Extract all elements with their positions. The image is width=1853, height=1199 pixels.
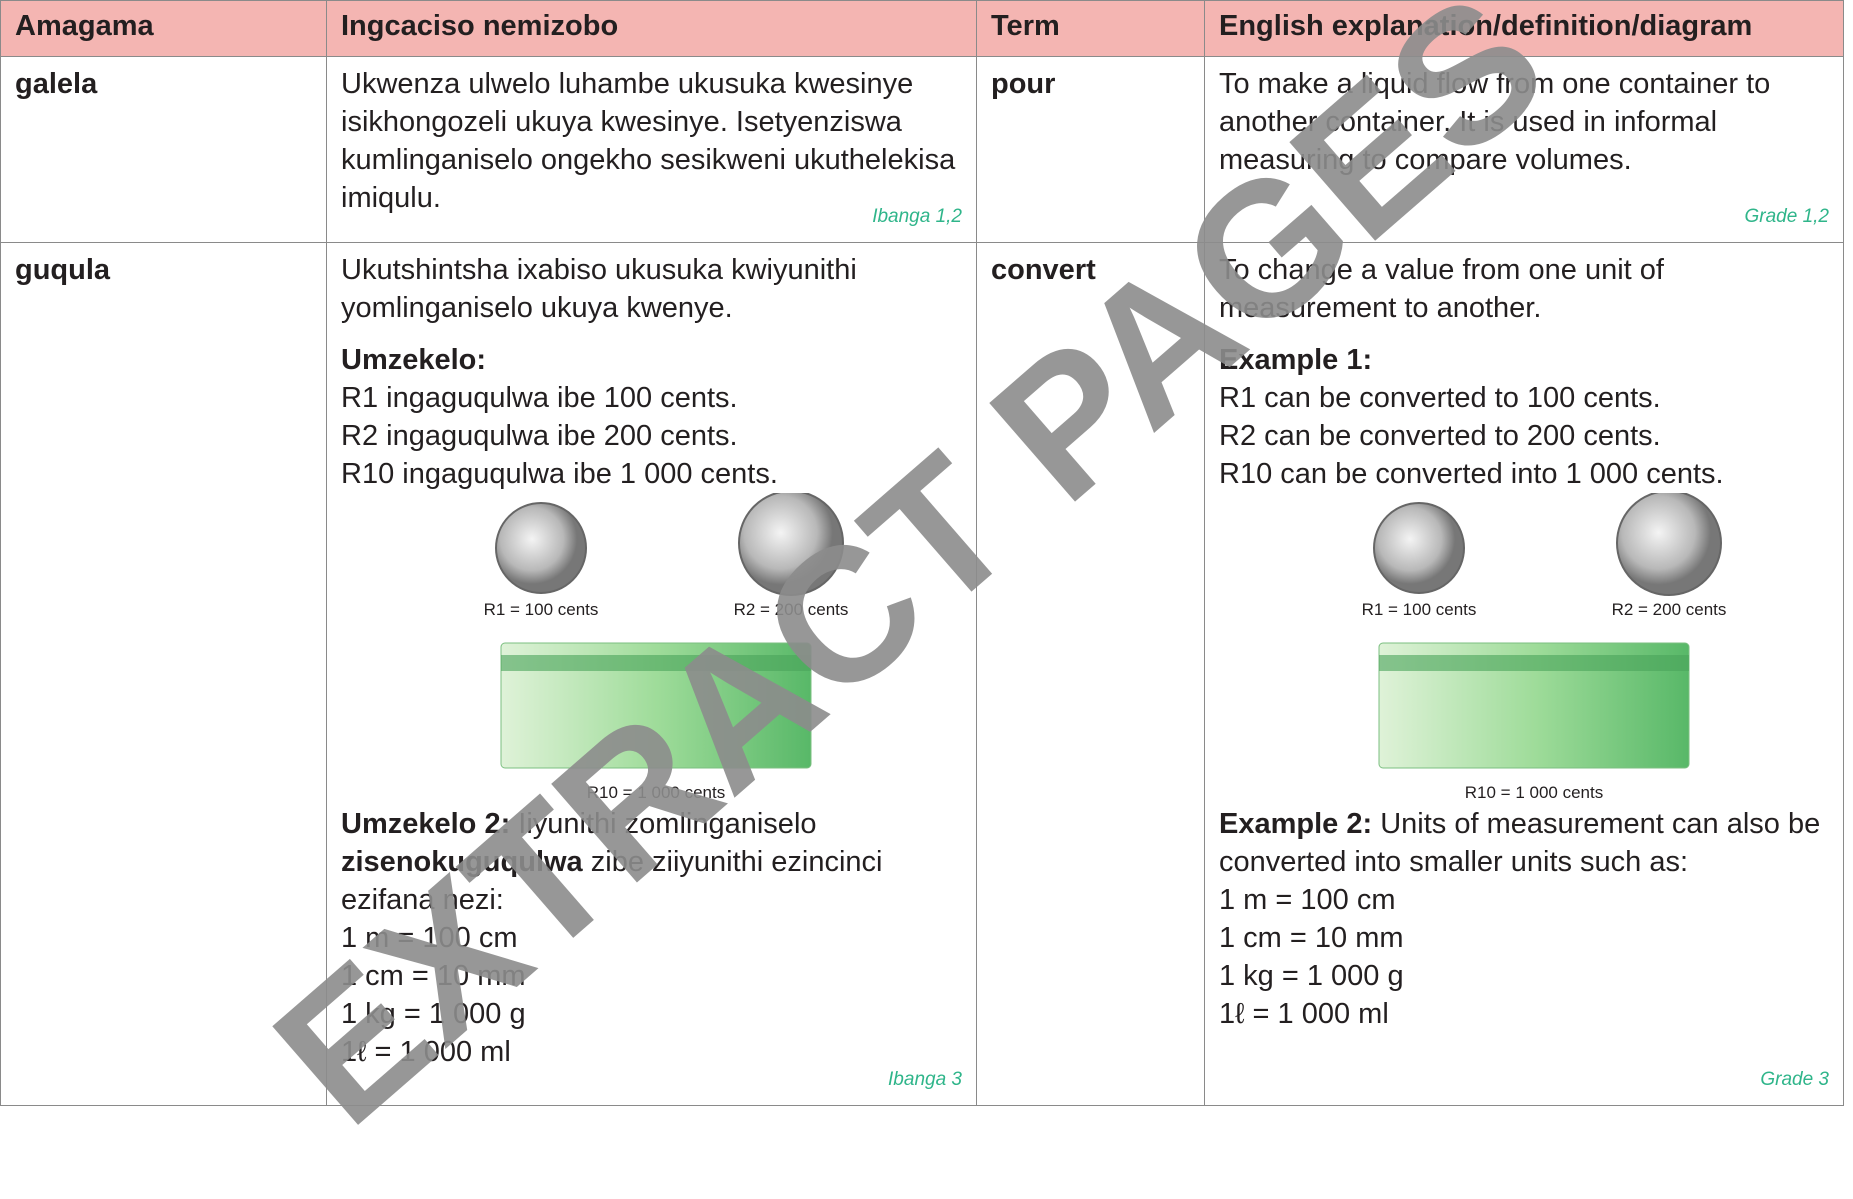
example-heading: Example 1: (1219, 344, 1373, 376)
grade: Ibanga 1,2 (872, 206, 962, 227)
unit-line: 1 m = 100 cm (1219, 884, 1396, 916)
example-line: R2 can be converted to 200 cents. (1219, 420, 1661, 452)
term: pour (976, 56, 1205, 243)
caption: R1 = 100 cents (1362, 600, 1477, 619)
definition: Ukwenza ulwelo luhambe ukusuka kwesinye … (341, 68, 956, 214)
banknote (1378, 642, 1690, 769)
unit-line: 1 kg = 1 000 g (1219, 960, 1404, 992)
example2: Example 2: Units of measurement can also… (1219, 805, 1829, 881)
xhosa-term: guqula (0, 242, 327, 1106)
banknote-band (1379, 655, 1689, 671)
unit-line: 1ℓ = 1 000 ml (1219, 998, 1389, 1030)
header-cell: Ingcaciso nemizobo (326, 0, 977, 57)
unit-line: 1ℓ = 1 000 ml (341, 1036, 511, 1068)
row: galela Ukwenza ulwelo luhambe ukusuka kw… (0, 56, 1844, 243)
header-cell: English explanation/definition/diagram (1204, 0, 1844, 57)
xhosa-cell: Ukutshintsha ixabiso ukusuka kwiyunithi … (326, 242, 977, 1106)
header-row: Amagama Ingcaciso nemizobo Term English … (0, 0, 1844, 57)
gap (1219, 327, 1829, 341)
example-line: R10 ingaguqulwa ibe 1 000 cents. (341, 458, 778, 490)
caption: R10 = 1 000 cents (1465, 783, 1603, 802)
english-cell: To make a liquid flow from one container… (1204, 56, 1844, 243)
gap (341, 327, 962, 341)
example-heading: Umzekelo 2: (341, 808, 511, 840)
grade: Grade 1,2 (1744, 206, 1830, 227)
banknote-band (501, 655, 811, 671)
header-cell: Term (976, 0, 1205, 57)
money-illustration: R1 = 100 cents R2 = 200 cents R10 = 1 000 … (1362, 493, 1727, 802)
xhosa-cell: Ukwenza ulwelo luhambe ukusuka kwesinye … (326, 56, 977, 243)
example-heading: Umzekelo: (341, 344, 487, 376)
definition: To make a liquid flow from one container… (1219, 68, 1771, 176)
caption: R2 = 200 cents (1612, 600, 1727, 619)
example2: Umzekelo 2: Iiyunithi zomlinganiselo zis… (341, 805, 962, 919)
grade: Grade 3 (1760, 1069, 1829, 1090)
unit-line: 1 cm = 10 mm (1219, 922, 1404, 954)
unit-line: 1 m = 100 cm (341, 922, 518, 954)
example-heading: Example 2: (1219, 808, 1373, 840)
coin (1616, 493, 1722, 596)
row: guqula Ukutshintsha ixabiso ukusuka kwiy… (0, 242, 1844, 1106)
example-line: R2 ingaguqulwa ibe 200 cents. (341, 420, 738, 452)
glossary-table: Amagama Ingcaciso nemizobo Term English … (0, 0, 1844, 1106)
example-text: Iiyunithi zomlinganiselo (518, 808, 817, 840)
coin (738, 493, 844, 596)
example-text: zisenokuguqulwa (341, 846, 583, 878)
example-text: Units of measurement can also be convert… (1219, 808, 1821, 878)
coin (1373, 502, 1465, 594)
caption: R2 = 200 cents (734, 600, 849, 619)
example-text: zibe ziiyunithi ezincinci ezifana nezi: (341, 846, 883, 916)
definition: To change a value from one unit of measu… (1219, 254, 1664, 324)
term: convert (976, 242, 1205, 1106)
unit-line: 1 kg = 1 000 g (341, 998, 526, 1030)
xhosa-term: galela (0, 56, 327, 243)
example-line: R1 ingaguqulwa ibe 100 cents. (341, 382, 738, 414)
english-cell: To change a value from one unit of measu… (1204, 242, 1844, 1106)
caption: R1 = 100 cents (484, 600, 599, 619)
unit-line: 1 cm = 10 mm (341, 960, 526, 992)
caption: R10 = 1 000 cents (587, 783, 725, 802)
definition: Ukutshintsha ixabiso ukusuka kwiyunithi … (341, 254, 857, 324)
money-illustration: R1 = 100 cents R2 = 200 cents R10 = 1 000 … (484, 493, 849, 802)
grade: Ibanga 3 (888, 1069, 962, 1090)
coin (495, 502, 587, 594)
example-line: R10 can be converted into 1 000 cents. (1219, 458, 1724, 490)
example-line: R1 can be converted to 100 cents. (1219, 382, 1661, 414)
page: Amagama Ingcaciso nemizobo Term English … (0, 0, 1844, 1165)
banknote (500, 642, 812, 769)
header-cell: Amagama (0, 0, 327, 57)
